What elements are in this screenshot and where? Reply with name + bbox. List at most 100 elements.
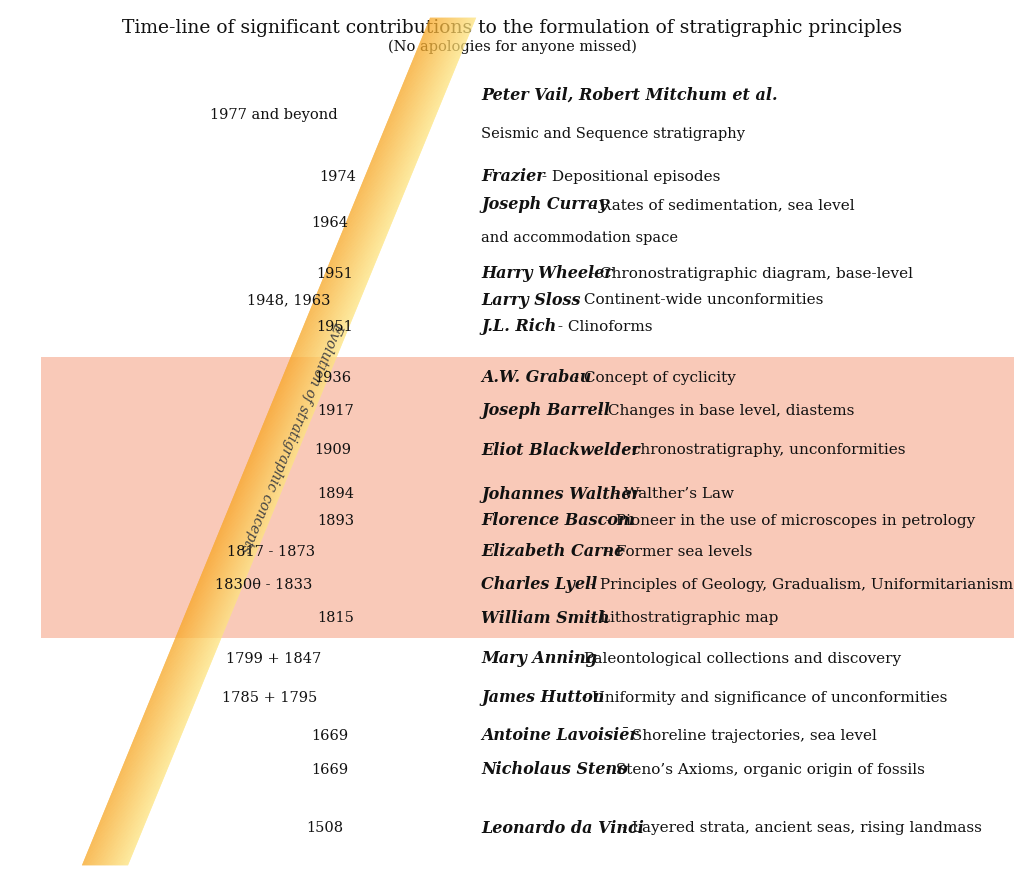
Polygon shape (91, 18, 440, 865)
Text: - Principles of Geology, Gradualism, Uniformitarianism: - Principles of Geology, Gradualism, Uni… (586, 577, 1014, 592)
Polygon shape (97, 18, 445, 865)
Polygon shape (126, 18, 475, 865)
Text: 1951: 1951 (316, 267, 353, 281)
Text: 1917: 1917 (317, 404, 354, 418)
Text: Frazier: Frazier (481, 168, 545, 185)
Polygon shape (117, 18, 465, 865)
Polygon shape (104, 18, 453, 865)
Polygon shape (93, 18, 441, 865)
Polygon shape (109, 18, 457, 865)
Polygon shape (127, 18, 475, 865)
Polygon shape (111, 18, 460, 865)
Polygon shape (103, 18, 452, 865)
Text: 1974: 1974 (319, 170, 356, 184)
Polygon shape (117, 18, 466, 865)
Polygon shape (86, 18, 434, 865)
Text: 1785 + 1795: 1785 + 1795 (222, 691, 317, 705)
Text: - Lithostratigraphic map: - Lithostratigraphic map (586, 611, 779, 625)
Polygon shape (102, 18, 452, 865)
Polygon shape (114, 18, 463, 865)
Text: - Continent-wide unconformities: - Continent-wide unconformities (569, 293, 823, 307)
Text: Larry Sloss: Larry Sloss (481, 291, 581, 309)
Polygon shape (90, 18, 438, 865)
Text: Joseph Barrell: Joseph Barrell (481, 402, 610, 419)
Text: James Hutton: James Hutton (481, 689, 604, 706)
Polygon shape (96, 18, 444, 865)
Text: 1948, 1963: 1948, 1963 (247, 293, 331, 307)
Polygon shape (125, 18, 474, 865)
Text: - chronostratigraphy, unconformities: - chronostratigraphy, unconformities (617, 443, 906, 457)
Polygon shape (99, 18, 447, 865)
Text: Joseph Curray: Joseph Curray (481, 196, 608, 214)
Polygon shape (95, 18, 444, 865)
Text: Evolution of stratigraphic concepts: Evolution of stratigraphic concepts (239, 320, 345, 555)
Text: - Chronostratigraphic diagram, base-level: - Chronostratigraphic diagram, base-leve… (586, 267, 913, 281)
Text: 1830θ - 1833: 1830θ - 1833 (215, 577, 312, 592)
Polygon shape (112, 18, 461, 865)
Text: 1817 - 1873: 1817 - 1873 (227, 545, 315, 559)
Text: - Former sea levels: - Former sea levels (601, 545, 753, 559)
Text: 1964: 1964 (311, 215, 348, 230)
Polygon shape (88, 18, 437, 865)
Polygon shape (119, 18, 468, 865)
Polygon shape (123, 18, 472, 865)
Polygon shape (85, 18, 433, 865)
Polygon shape (123, 18, 471, 865)
Polygon shape (96, 18, 445, 865)
Text: Johannes Walther: Johannes Walther (481, 486, 640, 503)
Text: - Changes in base level, diastems: - Changes in base level, diastems (593, 404, 855, 418)
Polygon shape (122, 18, 470, 865)
Polygon shape (102, 18, 451, 865)
Polygon shape (116, 18, 465, 865)
Polygon shape (115, 18, 463, 865)
Polygon shape (112, 18, 460, 865)
Text: Eliot Blackwelder: Eliot Blackwelder (481, 442, 640, 459)
Text: 1951: 1951 (316, 320, 353, 334)
Polygon shape (89, 18, 437, 865)
Polygon shape (124, 18, 473, 865)
Polygon shape (120, 18, 469, 865)
Polygon shape (113, 18, 461, 865)
Polygon shape (121, 18, 470, 865)
Text: A.W. Grabau: A.W. Grabau (481, 369, 592, 387)
Polygon shape (83, 18, 432, 865)
Polygon shape (87, 18, 436, 865)
Polygon shape (85, 18, 434, 865)
Text: - Layered strata, ancient seas, rising landmass: - Layered strata, ancient seas, rising l… (617, 821, 982, 835)
Text: - Steno’s Axioms, organic origin of fossils: - Steno’s Axioms, organic origin of foss… (601, 763, 926, 777)
Polygon shape (105, 18, 455, 865)
Text: Leonardo da Vinci: Leonardo da Vinci (481, 819, 644, 837)
Text: - Walther’s Law: - Walther’s Law (609, 487, 734, 502)
Polygon shape (103, 18, 453, 865)
Text: 1799 + 1847: 1799 + 1847 (226, 652, 322, 666)
Text: Mary Anning: Mary Anning (481, 650, 597, 668)
Polygon shape (111, 18, 459, 865)
Polygon shape (105, 18, 454, 865)
Text: and accommodation space: and accommodation space (481, 231, 678, 245)
Polygon shape (84, 18, 432, 865)
Text: - Shoreline trajectories, sea level: - Shoreline trajectories, sea level (617, 728, 878, 743)
Text: - Depositional episodes: - Depositional episodes (538, 170, 721, 184)
Polygon shape (93, 18, 442, 865)
Text: Seismic and Sequence stratigraphy: Seismic and Sequence stratigraphy (481, 127, 745, 141)
Polygon shape (121, 18, 469, 865)
Polygon shape (97, 18, 446, 865)
Text: - Paleontological collections and discovery: - Paleontological collections and discov… (569, 652, 901, 666)
Text: - Uniformity and significance of unconformities: - Uniformity and significance of unconfo… (578, 691, 948, 705)
Polygon shape (83, 18, 431, 865)
Polygon shape (106, 18, 456, 865)
Text: Florence Bascom: Florence Bascom (481, 512, 635, 530)
Polygon shape (94, 18, 443, 865)
Polygon shape (86, 18, 435, 865)
Polygon shape (115, 18, 464, 865)
Text: - Rates of sedimentation, sea level: - Rates of sedimentation, sea level (586, 198, 855, 212)
Text: J.L. Rich: J.L. Rich (481, 318, 556, 336)
Text: William Smith: William Smith (481, 609, 610, 627)
Polygon shape (127, 18, 476, 865)
Polygon shape (125, 18, 473, 865)
Polygon shape (126, 18, 474, 865)
Polygon shape (122, 18, 471, 865)
Polygon shape (89, 18, 438, 865)
Polygon shape (92, 18, 441, 865)
Polygon shape (82, 18, 431, 865)
